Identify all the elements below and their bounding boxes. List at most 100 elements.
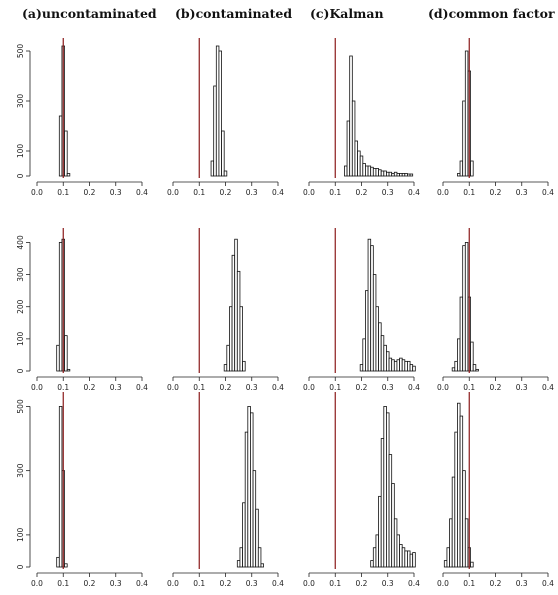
panel-r1c3-bar (409, 173, 414, 177)
panel-r3c1-y-tick-label: 0 (16, 564, 25, 569)
panel-r2c1-y-tick-label: 200 (16, 299, 25, 314)
panel-r3c1-x-tick-label: 0.3 (110, 579, 122, 588)
panel-r1c1-x-tick-label: 0.4 (136, 188, 148, 197)
panel-r3c3-x-tick-label: 0.0 (303, 579, 315, 588)
panel-r3c4-bar (470, 561, 474, 568)
panel-r3c1-y-tick-label: 500 (16, 399, 25, 414)
panel-r1c4-x-tick-label: 0.2 (490, 188, 502, 197)
panel-r3c1-x-tick-label: 0.4 (136, 579, 148, 588)
panel-r2c2-x-tick-label: 0.4 (272, 383, 284, 392)
panel-r3c2-x-tick-label: 0.1 (193, 579, 205, 588)
panel-r3c3-x-tick-label: 0.1 (329, 579, 341, 588)
panel-r2c1-y-tick-label: 300 (16, 267, 25, 282)
panel-r3c2-x-tick-label: 0.2 (220, 579, 232, 588)
panel-r2c3-x-tick-label: 0.3 (382, 383, 394, 392)
column-title-common-factor: (d)common factor (428, 6, 555, 21)
panel-r1c1-bar (64, 130, 68, 177)
panel-r1c1-x-tick-label: 0.3 (110, 188, 122, 197)
panel-r3c3-bar (412, 552, 416, 568)
panel-r3c4-x-tick-label: 0.4 (542, 579, 554, 588)
panel-r3c2-x-tick-label: 0.0 (167, 579, 179, 588)
panel-r1c1-y-tick-label: 100 (16, 144, 25, 159)
panel-r1c3-x-tick-label: 0.3 (382, 188, 394, 197)
panel-r1c2-bar (221, 130, 225, 177)
panel-r1c2-x-tick-label: 0.0 (167, 188, 179, 197)
panel-r2c3-x-tick-label: 0.0 (303, 383, 315, 392)
panel-r3c4-x-tick-label: 0.1 (463, 579, 475, 588)
panel-r1c3-bar (351, 100, 356, 177)
panel-r3c1-x-tick-label: 0.0 (31, 579, 43, 588)
panel-r2c1-x-tick-label: 0.4 (136, 383, 148, 392)
panel-r2c2-bar (242, 360, 246, 372)
panel-r1c4-x-tick-label: 0.3 (516, 188, 528, 197)
panel-r1c1-y-tick-label: 500 (16, 44, 25, 59)
panel-r3c3-x-tick-label: 0.2 (356, 579, 368, 588)
panel-r3c2-x-tick-label: 0.3 (246, 579, 258, 588)
panel-r2c1-bar (64, 335, 68, 372)
column-title-kalman: (c)Kalman (310, 6, 384, 21)
panel-r3c4-bar (464, 518, 469, 568)
panel-r1c4-x-tick-label: 0.0 (437, 188, 449, 197)
panel-r1c2-bar (218, 50, 222, 177)
panel-r3c2-bar (260, 563, 264, 568)
panel-r3c2-bar (255, 508, 259, 568)
panel-r2c3-x-tick-label: 0.4 (408, 383, 420, 392)
panel-r3c1-bar (64, 563, 68, 568)
panel-r3c3-x-tick-label: 0.3 (382, 579, 394, 588)
panel-r3c1-y-tick-label: 300 (16, 463, 25, 478)
panel-r2c4-bar (472, 364, 477, 372)
panel-r2c2-bar (239, 306, 243, 372)
panel-r3c4-x-tick-label: 0.3 (516, 579, 528, 588)
panel-r3c3-x-tick-label: 0.4 (408, 579, 420, 588)
panel-r2c4-x-tick-label: 0.1 (463, 383, 475, 392)
panel-r2c4-bar (475, 368, 479, 372)
panel-r1c1-x-tick-label: 0.1 (57, 188, 69, 197)
panel-r1c1-x-tick-label: 0.0 (31, 188, 43, 197)
panel-r1c2-x-tick-label: 0.3 (246, 188, 258, 197)
panel-r3c2-x-tick-label: 0.4 (272, 579, 284, 588)
panel-r3c1-y-tick-label: 100 (16, 528, 25, 543)
panel-r1c2-x-tick-label: 0.1 (193, 188, 205, 197)
panel-r2c2-x-tick-label: 0.1 (193, 383, 205, 392)
panel-r2c1-y-tick-label: 0 (16, 368, 25, 373)
panel-r2c3-x-tick-label: 0.1 (329, 383, 341, 392)
panel-r3c4-x-tick-label: 0.2 (490, 579, 502, 588)
panel-r1c1-bar (66, 173, 71, 177)
panel-r1c4-bar (470, 160, 474, 177)
panel-r1c1-y-tick-label: 0 (16, 173, 25, 178)
panel-r2c1-y-tick-label: 400 (16, 235, 25, 250)
panel-r2c1-x-tick-label: 0.1 (57, 383, 69, 392)
panel-r2c2-x-tick-label: 0.0 (167, 383, 179, 392)
panel-r1c3-x-tick-label: 0.2 (356, 188, 368, 197)
panel-r2c3-x-tick-label: 0.2 (356, 383, 368, 392)
panel-r2c2-x-tick-label: 0.3 (246, 383, 258, 392)
panel-r2c4-x-tick-label: 0.4 (542, 383, 554, 392)
panel-r1c1-y-tick-label: 300 (16, 94, 25, 109)
column-title-uncontaminated: (a)uncontaminated (22, 6, 157, 21)
column-title-contaminated: (b)contaminated (175, 6, 293, 21)
panel-r1c4-x-tick-label: 0.1 (463, 188, 475, 197)
panel-r1c3-x-tick-label: 0.1 (329, 188, 341, 197)
panel-r1c3-x-tick-label: 0.0 (303, 188, 315, 197)
panel-r1c4-x-tick-label: 0.4 (542, 188, 554, 197)
panel-r1c3-x-tick-label: 0.4 (408, 188, 420, 197)
panel-r3c4-x-tick-label: 0.0 (437, 579, 449, 588)
panel-r2c4-x-tick-label: 0.3 (516, 383, 528, 392)
panel-r3c1-x-tick-label: 0.2 (84, 579, 96, 588)
panel-r2c4-x-tick-label: 0.2 (490, 383, 502, 392)
panel-r2c3-bar (412, 365, 416, 372)
panel-r2c4-bar (470, 341, 474, 372)
panel-r2c1-bar (66, 368, 71, 372)
panel-r1c1-x-tick-label: 0.2 (84, 188, 96, 197)
panel-r2c2-x-tick-label: 0.2 (220, 383, 232, 392)
panel-r1c2-x-tick-label: 0.2 (220, 188, 232, 197)
panel-r2c1-x-tick-label: 0.2 (84, 383, 96, 392)
panel-r2c1-x-tick-label: 0.3 (110, 383, 122, 392)
panel-r3c1-x-tick-label: 0.1 (57, 579, 69, 588)
panel-r3c2-bar (257, 547, 262, 568)
panel-r1c2-bar (223, 170, 228, 177)
panel-r1c2-x-tick-label: 0.4 (272, 188, 284, 197)
panel-r2c1-y-tick-label: 100 (16, 331, 25, 346)
panel-r2c1-x-tick-label: 0.0 (31, 383, 43, 392)
